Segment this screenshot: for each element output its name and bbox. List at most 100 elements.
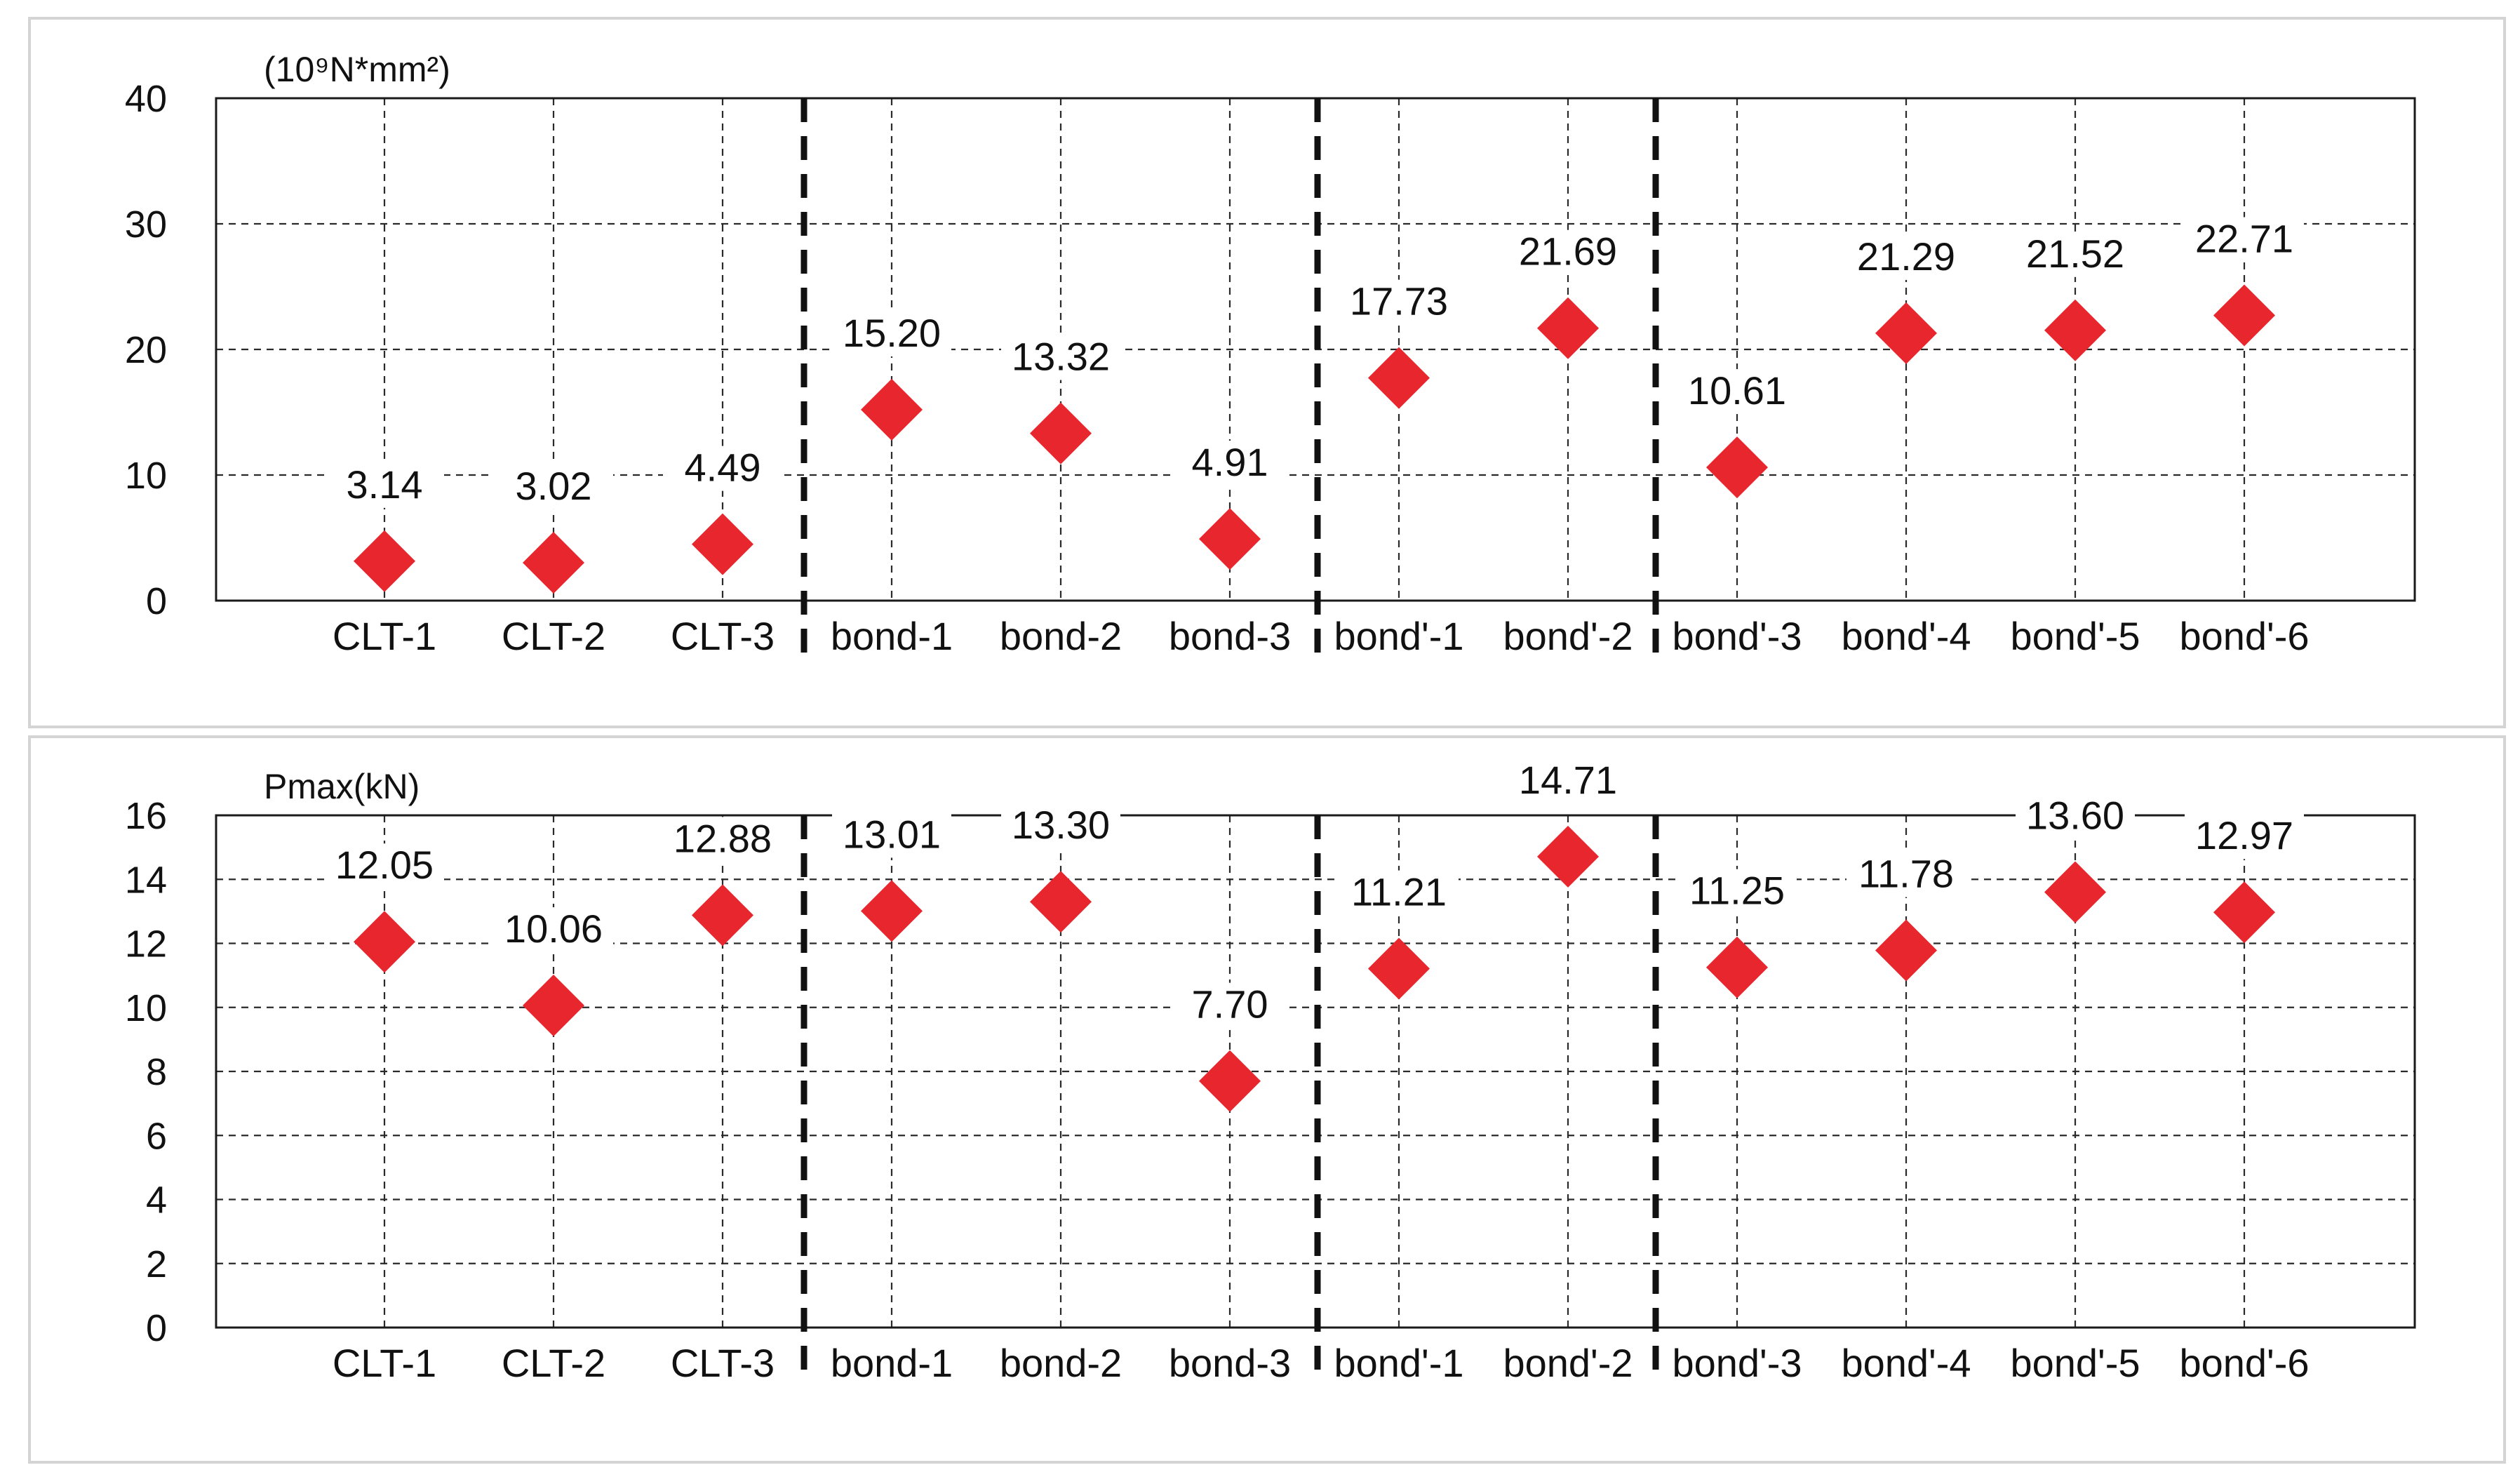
data-point-marker xyxy=(2044,861,2106,923)
data-label-bg xyxy=(832,311,951,356)
data-point-marker xyxy=(861,378,923,441)
data-label-bg xyxy=(663,446,782,491)
x-tick-label: bond'-6 xyxy=(2179,1341,2309,1385)
data-label-bg xyxy=(663,817,782,862)
data-label-bg xyxy=(1677,369,1797,415)
data-label-bg xyxy=(2185,814,2304,860)
data-label: 12.88 xyxy=(673,816,772,860)
x-tick-label: bond-2 xyxy=(1000,614,1122,658)
x-tick-label: CLT-1 xyxy=(333,1341,436,1385)
data-label-bg xyxy=(325,462,444,508)
data-label-bg xyxy=(1847,234,1966,280)
y-tick-label: 4 xyxy=(146,1179,167,1222)
data-label-bg xyxy=(832,813,951,858)
data-point-marker xyxy=(2213,881,2275,944)
data-label: 11.78 xyxy=(1858,852,1954,896)
x-tick-label: CLT-2 xyxy=(502,1341,605,1385)
x-tick-label: bond'-1 xyxy=(1334,1341,1463,1385)
data-point-marker xyxy=(354,911,415,973)
y-tick-label: 40 xyxy=(125,78,167,120)
y-tick-label: 16 xyxy=(125,795,167,837)
data-point-marker xyxy=(1706,936,1768,998)
y-tick-label: 8 xyxy=(146,1051,167,1093)
data-point-marker xyxy=(2213,284,2275,347)
data-point-marker xyxy=(1030,871,1092,933)
data-label: 21.52 xyxy=(2026,232,2124,276)
x-tick-label: CLT-1 xyxy=(333,614,436,658)
data-label: 12.97 xyxy=(2195,813,2293,857)
y-tick-label: 30 xyxy=(125,203,167,246)
data-point-marker xyxy=(692,513,753,575)
data-point-marker xyxy=(1537,825,1599,888)
data-label: 7.70 xyxy=(1192,982,1268,1027)
x-tick-label: bond'-2 xyxy=(1503,1341,1633,1385)
data-point-marker xyxy=(1199,508,1261,570)
data-point-marker xyxy=(1706,436,1768,499)
data-point-marker xyxy=(692,884,753,947)
data-label: 17.73 xyxy=(1350,279,1448,323)
x-tick-label: bond'-4 xyxy=(1841,1341,1971,1385)
data-point-marker xyxy=(1368,937,1430,1000)
y-unit-label: Pmax(kN) xyxy=(264,767,420,806)
data-label: 4.49 xyxy=(685,446,761,490)
data-label: 10.61 xyxy=(1688,368,1786,413)
x-tick-label: bond-3 xyxy=(1169,614,1291,658)
data-label: 15.20 xyxy=(843,311,941,355)
data-label-bg xyxy=(2016,794,2135,839)
data-point-marker xyxy=(523,531,584,594)
data-label: 22.71 xyxy=(2195,216,2293,260)
data-label: 11.25 xyxy=(1689,869,1785,913)
x-tick-label: bond'-4 xyxy=(1841,614,1971,658)
x-tick-label: bond'-2 xyxy=(1503,614,1633,658)
data-point-marker xyxy=(523,975,584,1037)
x-tick-label: bond'-1 xyxy=(1334,614,1463,658)
x-tick-label: CLT-2 xyxy=(502,614,605,658)
y-tick-label: 10 xyxy=(125,455,167,497)
x-tick-label: bond-1 xyxy=(831,1341,953,1385)
y-tick-label: 12 xyxy=(125,923,167,965)
x-tick-label: CLT-3 xyxy=(671,614,775,658)
data-point-marker xyxy=(861,880,923,942)
y-tick-label: 2 xyxy=(146,1243,167,1285)
data-label-bg xyxy=(2185,217,2304,262)
data-point-marker xyxy=(1030,402,1092,464)
data-label: 11.21 xyxy=(1351,870,1447,914)
data-label-bg xyxy=(494,464,613,509)
data-label-bg xyxy=(1001,335,1120,380)
x-tick-label: bond'-5 xyxy=(2010,614,2140,658)
x-tick-label: bond'-3 xyxy=(1672,1341,1802,1385)
x-tick-label: CLT-3 xyxy=(671,1341,775,1385)
data-label-bg xyxy=(494,907,613,953)
x-tick-label: bond'-6 xyxy=(2179,614,2309,658)
chart-panel-pmax: 0 2 4 6 8 10 12 14 16 CLT-1 CLT-2 CLT-3 bond-1 bond-2… xyxy=(28,735,2506,1464)
data-label-bg xyxy=(2016,232,2135,277)
x-tick-label: bond'-5 xyxy=(2010,1341,2140,1385)
y-unit-label: (10⁹N*mm²) xyxy=(264,50,450,89)
y-tick-label: 6 xyxy=(146,1115,167,1157)
data-label: 10.06 xyxy=(504,907,603,951)
data-label-bg xyxy=(1508,758,1628,803)
x-tick-label: bond-1 xyxy=(831,614,953,658)
data-label: 13.01 xyxy=(843,812,941,856)
data-point-marker xyxy=(1537,297,1599,359)
data-label-bg xyxy=(1170,441,1289,486)
data-label-bg xyxy=(1001,803,1120,849)
data-point-marker xyxy=(354,530,415,592)
data-label: 3.02 xyxy=(516,464,592,508)
y-tick-label: 20 xyxy=(125,329,167,371)
y-tick-label: 0 xyxy=(146,1307,167,1349)
data-label: 14.71 xyxy=(1519,758,1617,802)
data-label-bg xyxy=(1677,869,1797,914)
data-point-marker xyxy=(2044,299,2106,361)
data-label: 21.69 xyxy=(1519,229,1617,274)
x-tick-label: bond-3 xyxy=(1169,1341,1291,1385)
chart-panel-stiffness: 0 10 20 30 40 CLT-1 CLT-2 CLT-3 bond-1 bond-2 bond… xyxy=(28,17,2506,728)
data-label: 13.32 xyxy=(1012,335,1110,379)
data-point-marker xyxy=(1875,302,1937,364)
y-tick-label: 10 xyxy=(125,987,167,1029)
data-label-bg xyxy=(1339,870,1459,916)
x-tick-label: bond-2 xyxy=(1000,1341,1122,1385)
data-point-marker xyxy=(1199,1050,1261,1112)
